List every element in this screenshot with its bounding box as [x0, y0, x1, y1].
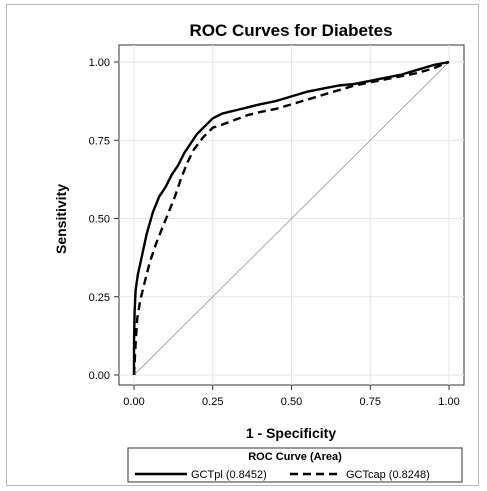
- y-axis-label: Sensitivity: [53, 184, 69, 254]
- legend: ROC Curve (Area) GCTpl (0.8452) GCTcap (…: [127, 447, 463, 483]
- y-tick-label: 0.50: [89, 214, 110, 226]
- x-axis-ticks: 0.00 0.25 0.50 0.75 1.00: [123, 385, 460, 408]
- legend-label-gctcap: GCTcap (0.8248): [346, 469, 430, 481]
- x-tick-label: 0.25: [202, 396, 223, 408]
- y-tick-label: 0.75: [89, 135, 110, 147]
- reference-diagonal: [133, 61, 450, 376]
- x-tick-label: 0.75: [360, 396, 381, 408]
- y-axis-ticks: 0.00 0.25 0.50 0.75 1.00: [89, 57, 119, 382]
- x-tick-label: 0.50: [281, 396, 302, 408]
- roc-curve-gctpl: [132, 60, 450, 375]
- legend-title: ROC Curve (Area): [248, 451, 342, 463]
- roc-curve-gctcap: [132, 60, 450, 376]
- legend-box: [127, 447, 463, 483]
- legend-label-gctpl: GCTpl (0.8452): [191, 469, 267, 481]
- chart-title: ROC Curves for Diabetes: [189, 21, 392, 40]
- y-tick-label: 1.00: [89, 57, 110, 69]
- x-tick-label: 0.00: [123, 396, 144, 408]
- series-group: [132, 60, 450, 376]
- y-tick-label: 0.00: [89, 370, 110, 382]
- x-tick-label: 1.00: [438, 396, 459, 408]
- x-axis-label: 1 - Specificity: [246, 425, 336, 441]
- chart-frame: [6, 4, 479, 486]
- y-tick-label: 0.25: [89, 292, 110, 304]
